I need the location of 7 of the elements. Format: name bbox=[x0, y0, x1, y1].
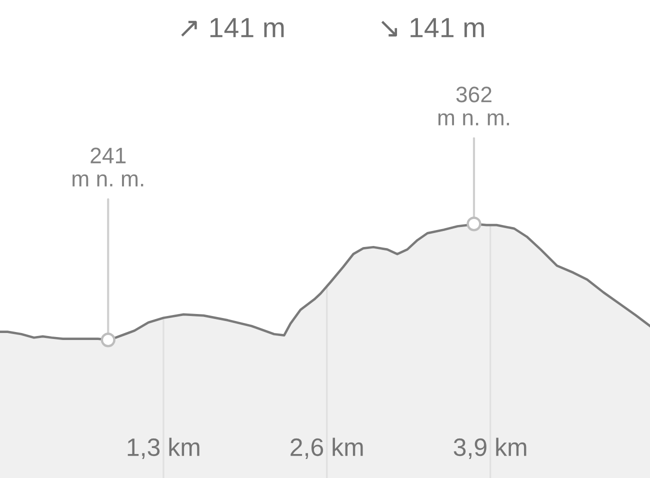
x-tick-label: 1,3 km bbox=[128, 438, 200, 460]
text: ↗ 141 m bbox=[181, 18, 284, 38]
x-tick-label: 3,9 km bbox=[454, 438, 526, 460]
x-tick-label: 2,6 km bbox=[290, 438, 363, 460]
annotation: 362 m n. m. bbox=[438, 86, 509, 126]
annotation: 241 m n. m. bbox=[72, 148, 144, 186]
text: ↘ 141 m bbox=[381, 18, 484, 38]
